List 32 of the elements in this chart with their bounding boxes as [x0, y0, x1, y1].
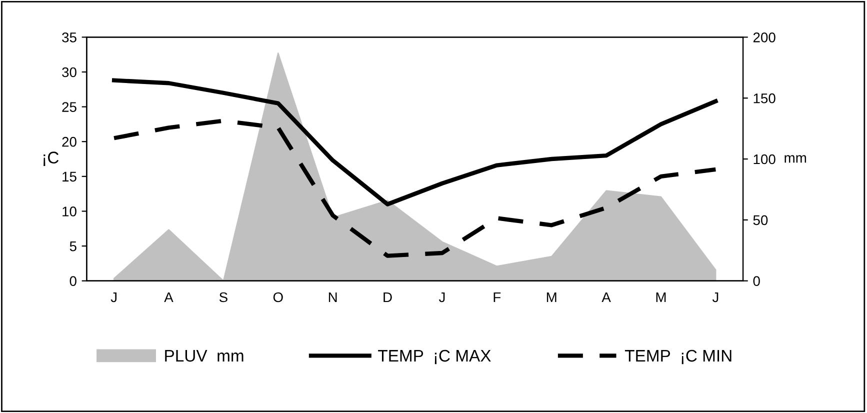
x-tick-label: J [438, 292, 445, 302]
x-tick-label: D [384, 292, 392, 302]
x-tick-label: M [656, 292, 666, 302]
y-tick-label: 15 [62, 172, 76, 182]
y-tick-label: 0 [70, 276, 76, 286]
y-tick-label: 25 [62, 102, 76, 112]
y-tick-label: 30 [62, 67, 76, 78]
y-tick-label: 35 [62, 32, 76, 42]
x-tick-label: O [273, 292, 283, 302]
y-tick-label: 5 [70, 242, 76, 252]
y-axis-title: ¡C [44, 152, 59, 166]
y-tick-label: 20 [62, 136, 76, 147]
y2-tick-label: 50 [753, 215, 768, 226]
line-series [112, 78, 718, 206]
legend-label: TEMP ¡C MAX [378, 350, 491, 364]
x-tick-label: J [110, 292, 116, 302]
y2-tick-label: 100 [754, 154, 776, 164]
x-tick-label: J [712, 292, 718, 302]
x-tick-label: M [546, 292, 556, 302]
y2-axis-title: mm [784, 155, 806, 163]
y2-tick-label: 150 [754, 93, 776, 104]
x-tick-label: A [164, 292, 174, 302]
y2-tick-label: 0 [753, 276, 760, 286]
x-tick-label: A [602, 292, 611, 302]
legend-label: TEMP ¡C MIN [624, 350, 732, 364]
line-series [112, 118, 718, 258]
y-tick-label: 10 [62, 206, 76, 216]
x-tick-label: F [494, 292, 501, 302]
legend-label: PLUV mm [165, 350, 244, 362]
x-tick-label: N [328, 292, 337, 302]
y2-tick-label: 200 [753, 32, 776, 42]
x-tick-label: S [219, 292, 228, 302]
